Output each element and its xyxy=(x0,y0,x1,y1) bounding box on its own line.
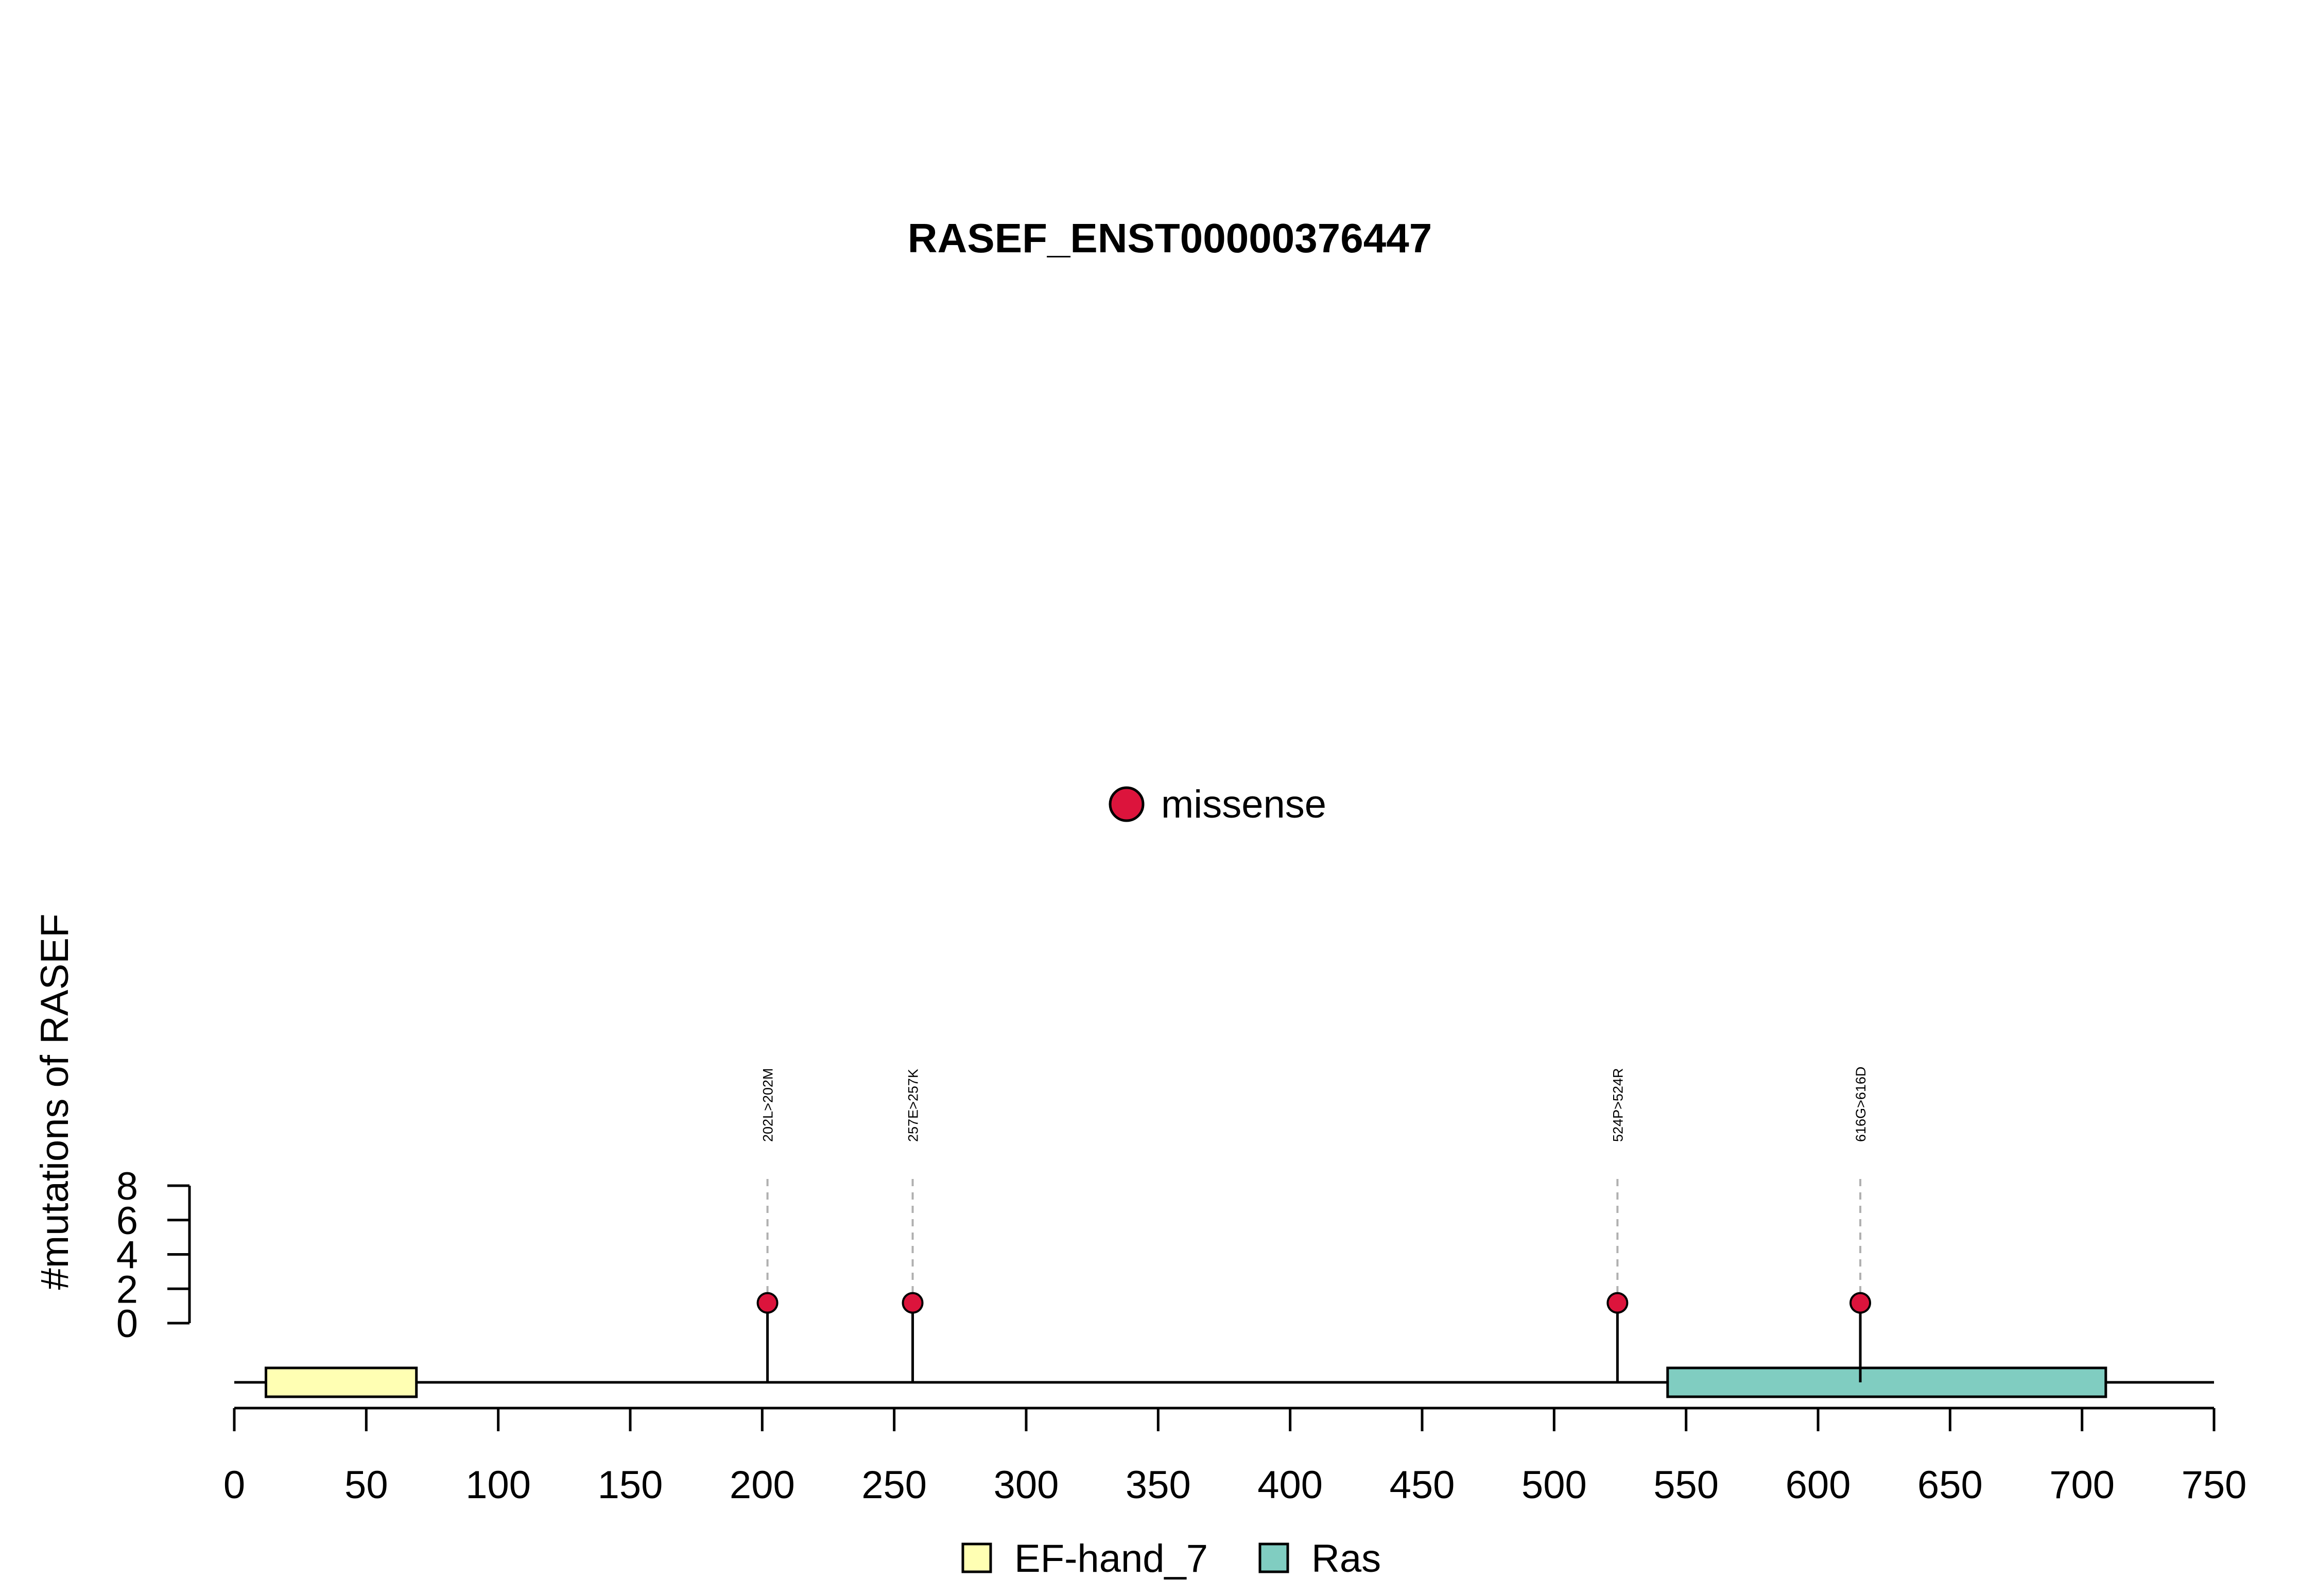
x-tick-label-100: 100 xyxy=(465,1463,531,1507)
x-axis: 0 50 100 150 200 250 300 350 400 450 500 550 600 650 7… xyxy=(223,1407,2247,1507)
domain-boxes xyxy=(265,1366,2107,1398)
mutation-head-524P>524R xyxy=(1606,1292,1629,1314)
legend-swatch-Ras xyxy=(1258,1542,1289,1573)
x-tick-label-500: 500 xyxy=(1521,1463,1587,1507)
y-tick-label-8: 8 xyxy=(116,1165,138,1208)
x-tick-label-650: 650 xyxy=(1917,1463,1983,1507)
y-tick-label-0: 0 xyxy=(116,1302,138,1346)
x-tick-label-550: 550 xyxy=(1653,1463,1719,1507)
mutation-label-257E>257K: 257E>257K xyxy=(906,1069,921,1142)
mutation-head-616G>616D xyxy=(1849,1292,1872,1314)
legend-label-EF-hand_7: EF-hand_7 xyxy=(1014,1537,1208,1581)
domain-box-Ras xyxy=(1666,1366,2107,1398)
x-tick-label-0: 0 xyxy=(223,1463,245,1507)
chart-title: RASEF_ENST00000376447 xyxy=(908,215,1432,261)
mutation-label-202L>202M: 202L>202M xyxy=(760,1068,776,1142)
domain-legend: EF-hand_7 Ras xyxy=(961,1537,1381,1581)
x-tick-label-400: 400 xyxy=(1257,1463,1323,1507)
mutation-label-524P>524R: 524P>524R xyxy=(1610,1068,1626,1142)
y-axis-label: #mutations of RASEF xyxy=(33,914,77,1290)
mutation-head-257E>257K xyxy=(902,1292,924,1314)
x-tick-label-600: 600 xyxy=(1786,1463,1851,1507)
x-tick-label-300: 300 xyxy=(994,1463,1059,1507)
x-tick-label-350: 350 xyxy=(1126,1463,1191,1507)
domain-box-EF-hand_7 xyxy=(265,1366,418,1398)
mutation-label-616G>616D: 616G>616D xyxy=(1853,1067,1869,1142)
mutation-lollipops: 202L>202M 257E>257K 524P>524R 616G>616D xyxy=(756,1067,1872,1382)
x-tick-label-150: 150 xyxy=(598,1463,663,1507)
legend-marker-missense xyxy=(1109,786,1145,822)
legend-label-Ras: Ras xyxy=(1311,1537,1381,1581)
x-tick-label-750: 750 xyxy=(2182,1463,2247,1507)
mutation-head-202L>202M xyxy=(756,1292,779,1314)
y-tick-label-2: 2 xyxy=(116,1268,138,1311)
x-tick-label-700: 700 xyxy=(2049,1463,2115,1507)
y-tick-label-6: 6 xyxy=(116,1199,138,1243)
x-tick-label-250: 250 xyxy=(861,1463,927,1507)
x-tick-label-50: 50 xyxy=(344,1463,388,1507)
y-tick-label-4: 4 xyxy=(116,1234,138,1277)
legend-label-missense: missense xyxy=(1161,783,1326,826)
x-tick-label-450: 450 xyxy=(1390,1463,1455,1507)
mutation-legend: missense xyxy=(1109,783,1326,826)
legend-swatch-EF-hand_7 xyxy=(961,1542,992,1573)
x-tick-label-200: 200 xyxy=(730,1463,795,1507)
